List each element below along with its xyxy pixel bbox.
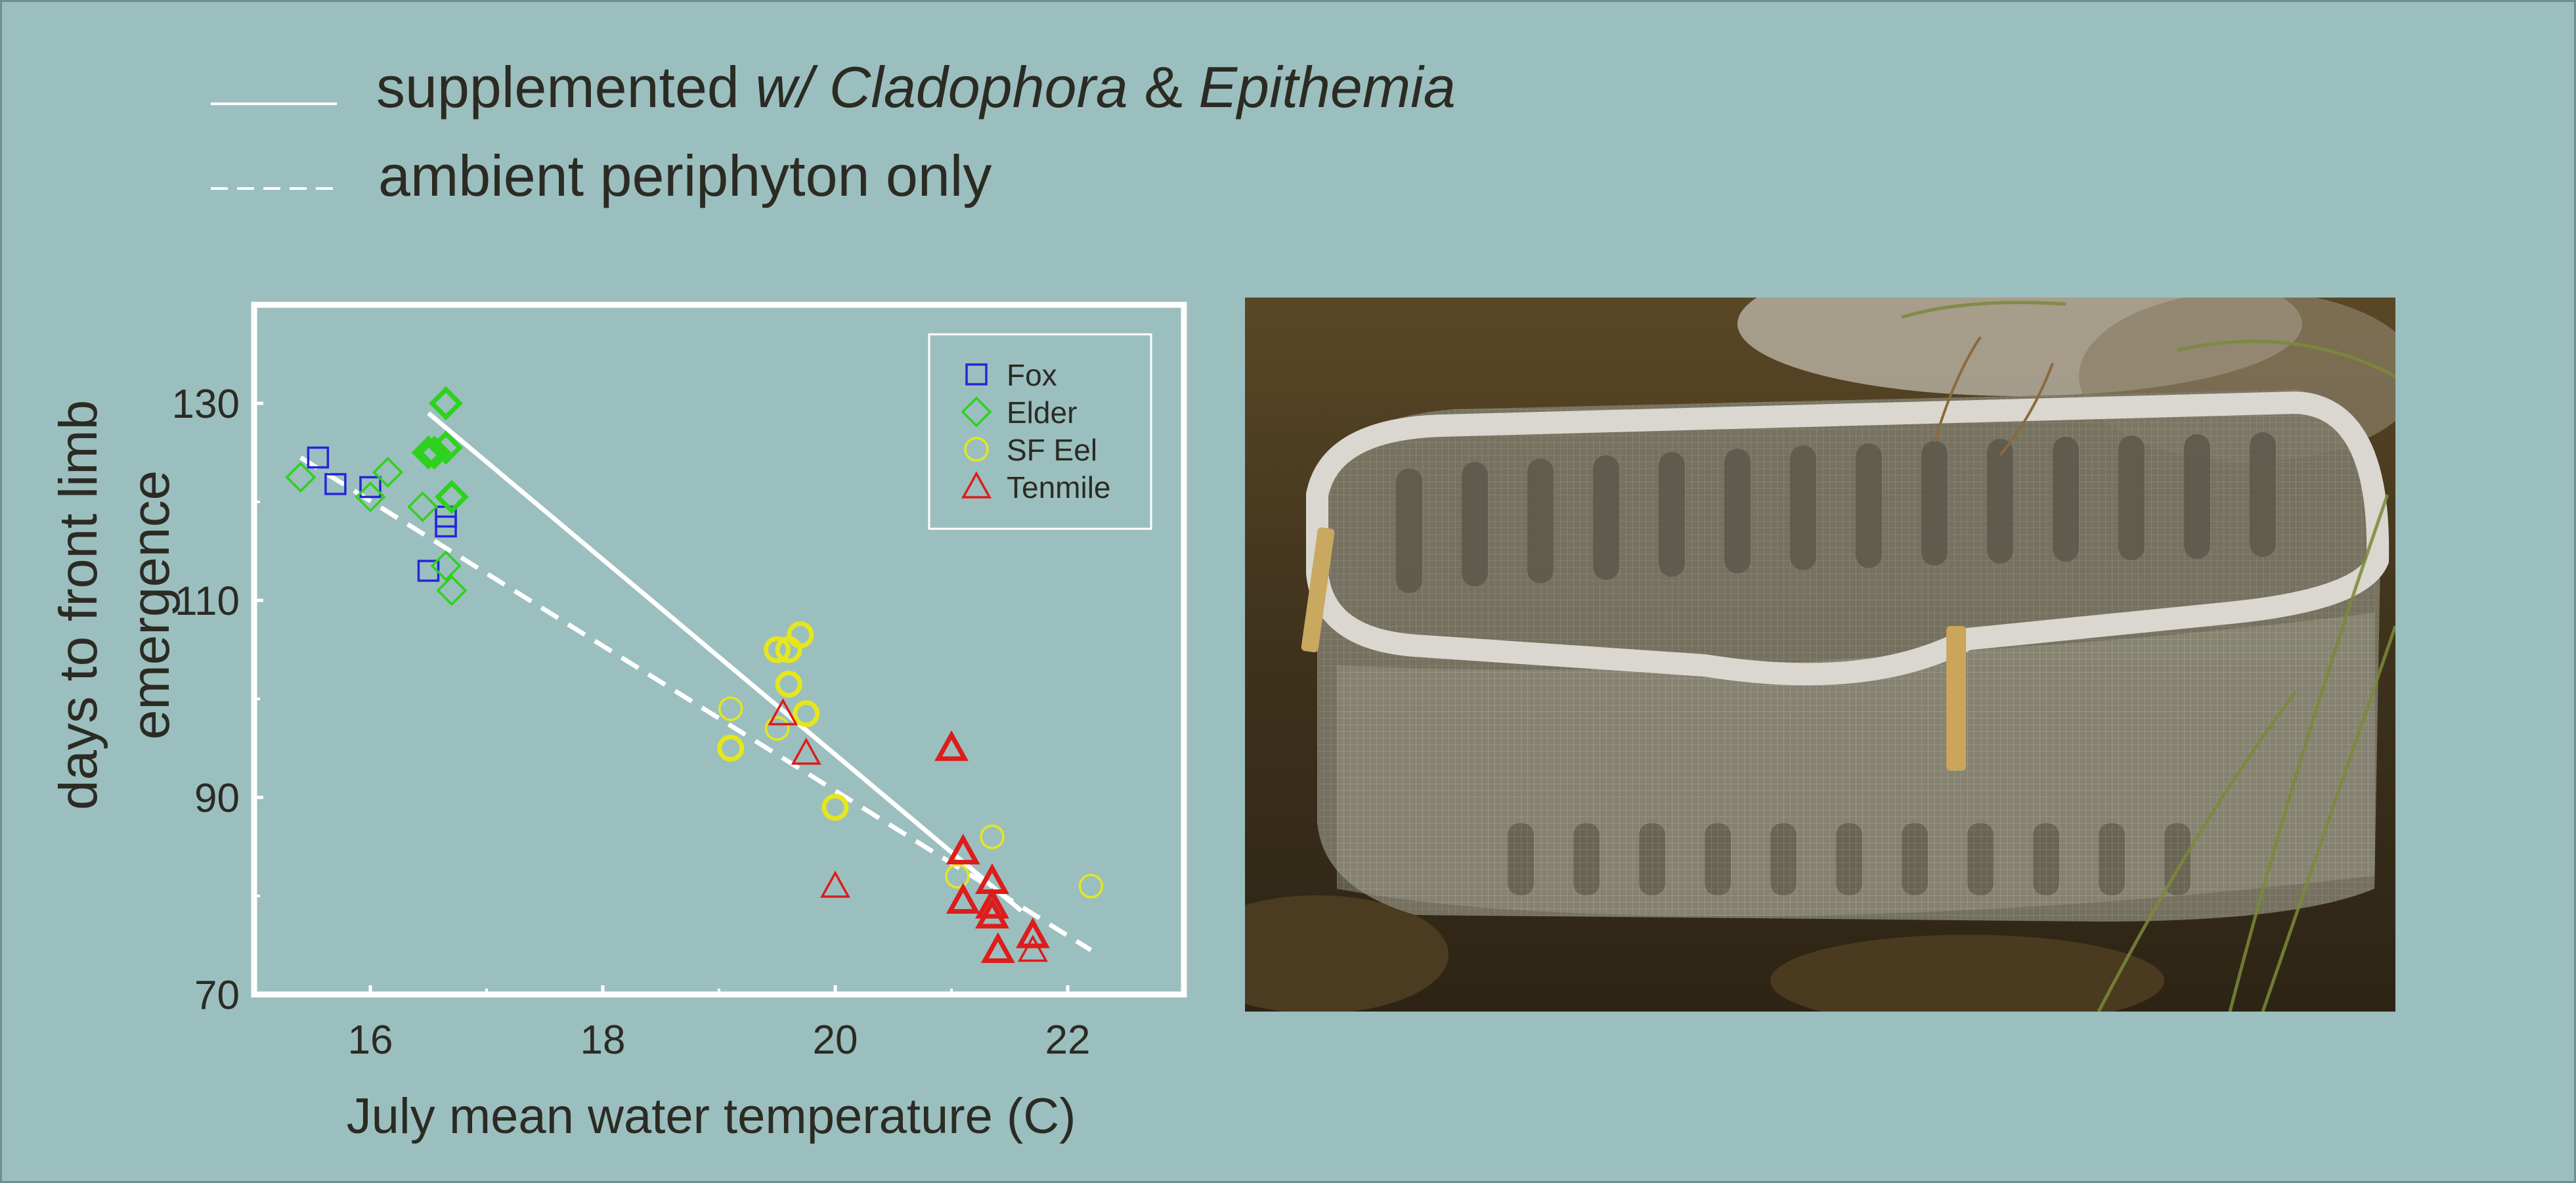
chart-legend-box: [928, 333, 1152, 530]
point-sf-eel: [718, 696, 743, 721]
point-sf-eel: [945, 864, 970, 889]
fit-lines: [299, 411, 1093, 952]
legend-marker-sf-eel: [964, 437, 989, 462]
point-sf-eel: [717, 734, 745, 762]
point-sf-eel: [1078, 874, 1104, 899]
x-tick-label: 16: [348, 1017, 393, 1063]
legend-label: Tenmile: [1007, 470, 1111, 504]
point-sf-eel: [764, 716, 790, 741]
legend-supplemented: supplemented w/ Cladophora & Epithemia: [376, 55, 1456, 120]
point-elder: [429, 386, 463, 420]
legend-marker-tenmile: [961, 471, 992, 499]
point-sf-eel: [775, 671, 802, 698]
legend-label: SF Eel: [1007, 433, 1097, 467]
point-elder: [429, 430, 463, 465]
point-elder: [411, 435, 446, 470]
y-axis-label-line2: emergence: [121, 470, 181, 740]
legend-marker-elder: [961, 396, 992, 428]
point-sf-eel: [764, 636, 791, 663]
point-tenmile: [980, 932, 1015, 963]
point-elder: [434, 480, 469, 514]
point-tenmile: [1017, 934, 1048, 962]
point-tenmile: [1015, 917, 1050, 949]
point-elder: [430, 550, 462, 581]
y-tick-label: 90: [194, 776, 240, 821]
point-elder: [372, 457, 404, 488]
x-tick-label: 18: [580, 1017, 626, 1063]
point-tenmile: [975, 897, 1009, 929]
legend-marker-fox: [965, 363, 988, 386]
point-elder: [285, 462, 317, 493]
point-tenmile: [975, 887, 1009, 919]
dashed-fit-line: [299, 455, 1093, 952]
point-fox: [435, 515, 457, 538]
legend-label: Elder: [1007, 395, 1077, 430]
x-axis-label: July mean water temperature (C): [347, 1088, 1076, 1144]
x-tick-label: 22: [1045, 1017, 1091, 1063]
point-tenmile: [768, 698, 798, 726]
point-fox: [307, 446, 330, 469]
point-elder: [436, 575, 468, 606]
y-axis-label-line1: days to front limb: [49, 400, 108, 810]
y-tick-label: 70: [194, 973, 240, 1018]
solid-fit-line: [427, 411, 1023, 913]
point-tenmile: [934, 730, 969, 761]
data-points: [285, 386, 1104, 963]
y-tick-label: 130: [172, 382, 240, 427]
point-sf-eel: [793, 700, 820, 727]
enclosure-basket-photo: [1245, 298, 2395, 1012]
point-tenmile: [946, 883, 980, 914]
y-tick-label: 110: [175, 579, 240, 624]
point-tenmile: [820, 870, 850, 898]
point-elder: [417, 435, 452, 470]
x-tick-label: 20: [813, 1017, 858, 1063]
legend-ambient: ambient periphyton only: [378, 143, 992, 208]
point-tenmile: [791, 737, 821, 765]
point-fox: [359, 476, 382, 499]
point-sf-eel: [980, 824, 1005, 849]
point-elder: [407, 491, 439, 522]
point-sf-eel: [821, 793, 849, 821]
legend-label: Fox: [1007, 358, 1057, 392]
point-tenmile: [946, 834, 980, 864]
point-elder: [355, 481, 386, 512]
point-fox: [324, 473, 347, 495]
point-sf-eel: [787, 621, 814, 648]
axis-ticks: 16 18 20 22 70 90 110 130: [172, 382, 1091, 1063]
